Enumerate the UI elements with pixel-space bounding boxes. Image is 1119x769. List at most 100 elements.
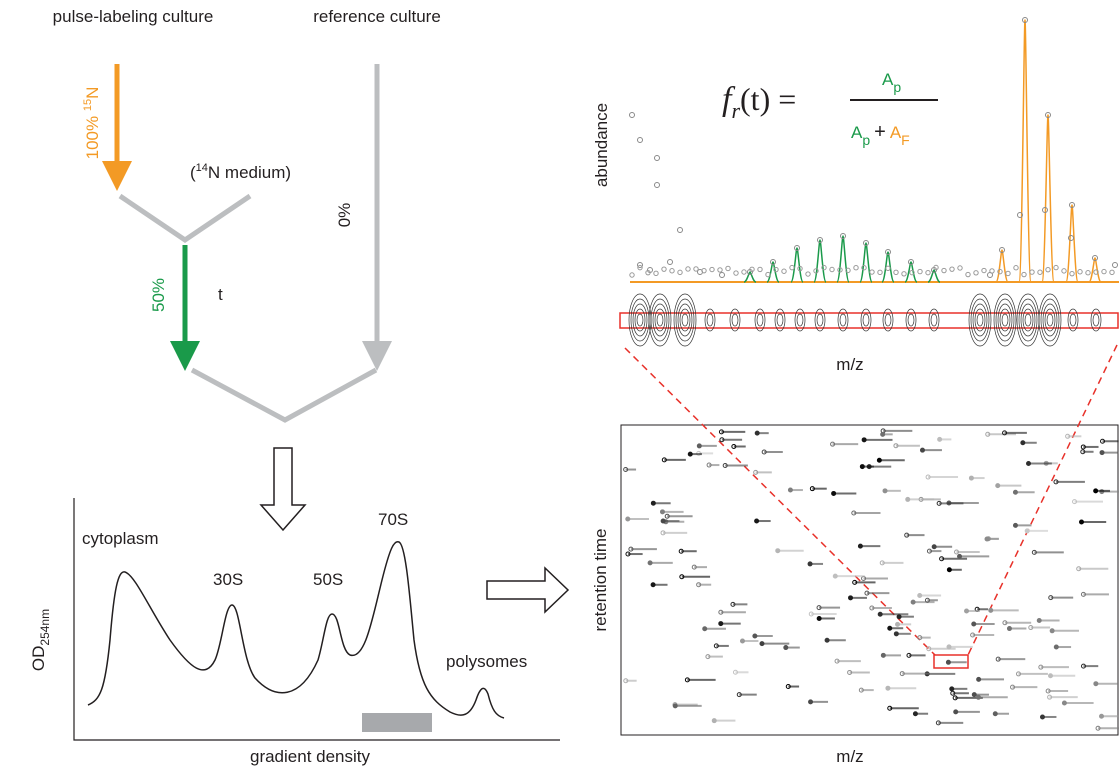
merge-v: [192, 370, 376, 420]
data-point: [918, 269, 922, 273]
data-point: [966, 272, 970, 276]
spot: [817, 616, 821, 620]
labeling-scheme: pulse-labeling culture reference culture…: [53, 7, 441, 530]
spot: [673, 704, 677, 708]
spot: [888, 626, 892, 630]
data-point: [655, 183, 660, 188]
spot: [755, 431, 759, 435]
spot: [860, 465, 864, 469]
absorbance-trace: [88, 542, 504, 718]
data-point: [686, 267, 690, 271]
spot: [661, 519, 665, 523]
spot: [1094, 682, 1098, 686]
medium-rest: N medium): [208, 163, 291, 182]
lc-ms-map: retention time m/z: [591, 345, 1119, 766]
contour: [682, 314, 688, 326]
data-point: [1022, 272, 1026, 276]
peak: [1019, 20, 1031, 282]
contour: [732, 314, 738, 326]
data-point: [958, 266, 962, 270]
data-point: [654, 271, 658, 275]
contour: [1017, 294, 1039, 346]
spot: [760, 642, 764, 646]
data-point: [638, 138, 643, 143]
spot: [1062, 701, 1066, 705]
data-point: [694, 267, 698, 271]
spot: [972, 622, 976, 626]
spot: [648, 561, 652, 565]
mix-fraction: 50%: [149, 278, 168, 312]
data-point: [1062, 269, 1066, 273]
spot: [954, 710, 958, 714]
pulse-fraction: 100% 15N: [82, 87, 102, 160]
pulse-percent: 100%: [83, 116, 102, 159]
data-point: [720, 273, 725, 278]
down-arrow: [261, 448, 305, 530]
contour: [969, 294, 991, 346]
data-point: [870, 270, 874, 274]
pulse-culture-label: pulse-labeling culture: [53, 7, 214, 26]
formula-lhs: fr(t) =: [722, 81, 796, 123]
y-axis-label: OD254nm: [29, 609, 52, 671]
map-frame: [621, 425, 1118, 735]
spot: [753, 634, 757, 638]
data-point: [1030, 270, 1034, 274]
contour: [777, 314, 783, 326]
pulse-element: N: [83, 87, 102, 99]
peak-label: 30S: [213, 570, 243, 589]
spot: [788, 488, 792, 492]
data-point: [662, 267, 666, 271]
peak: [791, 248, 803, 282]
contour: [637, 314, 643, 326]
spot: [877, 458, 881, 462]
spot: [1027, 461, 1031, 465]
data-point: [1078, 270, 1082, 274]
data-point: [1014, 266, 1018, 270]
data-point: [726, 266, 730, 270]
spot: [1013, 490, 1017, 494]
spot: [993, 712, 997, 716]
data-point: [1110, 270, 1114, 274]
peak-label: 70S: [378, 510, 408, 529]
spot: [1025, 529, 1029, 533]
data-point: [990, 269, 994, 273]
contour: [649, 294, 671, 346]
x-axis-label: m/z: [836, 355, 863, 374]
data-point: [982, 268, 986, 272]
contour: [996, 299, 1014, 341]
contour: [631, 299, 649, 341]
data-point: [894, 270, 898, 274]
merge-y: [120, 196, 250, 240]
spot: [1037, 619, 1041, 623]
contour: [707, 314, 713, 326]
spot: [918, 594, 922, 598]
spot: [989, 608, 993, 612]
contour: [629, 294, 651, 346]
peak: [996, 250, 1008, 282]
spot: [958, 554, 962, 558]
contour: [1039, 294, 1061, 346]
spot: [894, 632, 898, 636]
spot: [1100, 714, 1104, 718]
pulse-isotope: 15: [82, 99, 94, 111]
data-point: [1054, 265, 1058, 269]
spot: [784, 646, 788, 650]
peak: [1066, 205, 1078, 282]
contour: [1019, 299, 1037, 341]
spot: [878, 612, 882, 616]
spot: [1040, 715, 1044, 719]
contour: [863, 314, 869, 326]
spot: [1049, 674, 1053, 678]
spot: [849, 596, 853, 600]
data-point: [668, 260, 673, 265]
data-point: [1102, 269, 1106, 273]
spot: [660, 510, 664, 514]
spot: [703, 627, 707, 631]
spot: [996, 484, 1000, 488]
data-point: [1070, 271, 1074, 275]
spot: [913, 712, 917, 716]
spot: [947, 645, 951, 649]
spot: [1021, 441, 1025, 445]
spot: [881, 432, 885, 436]
spot: [862, 438, 866, 442]
